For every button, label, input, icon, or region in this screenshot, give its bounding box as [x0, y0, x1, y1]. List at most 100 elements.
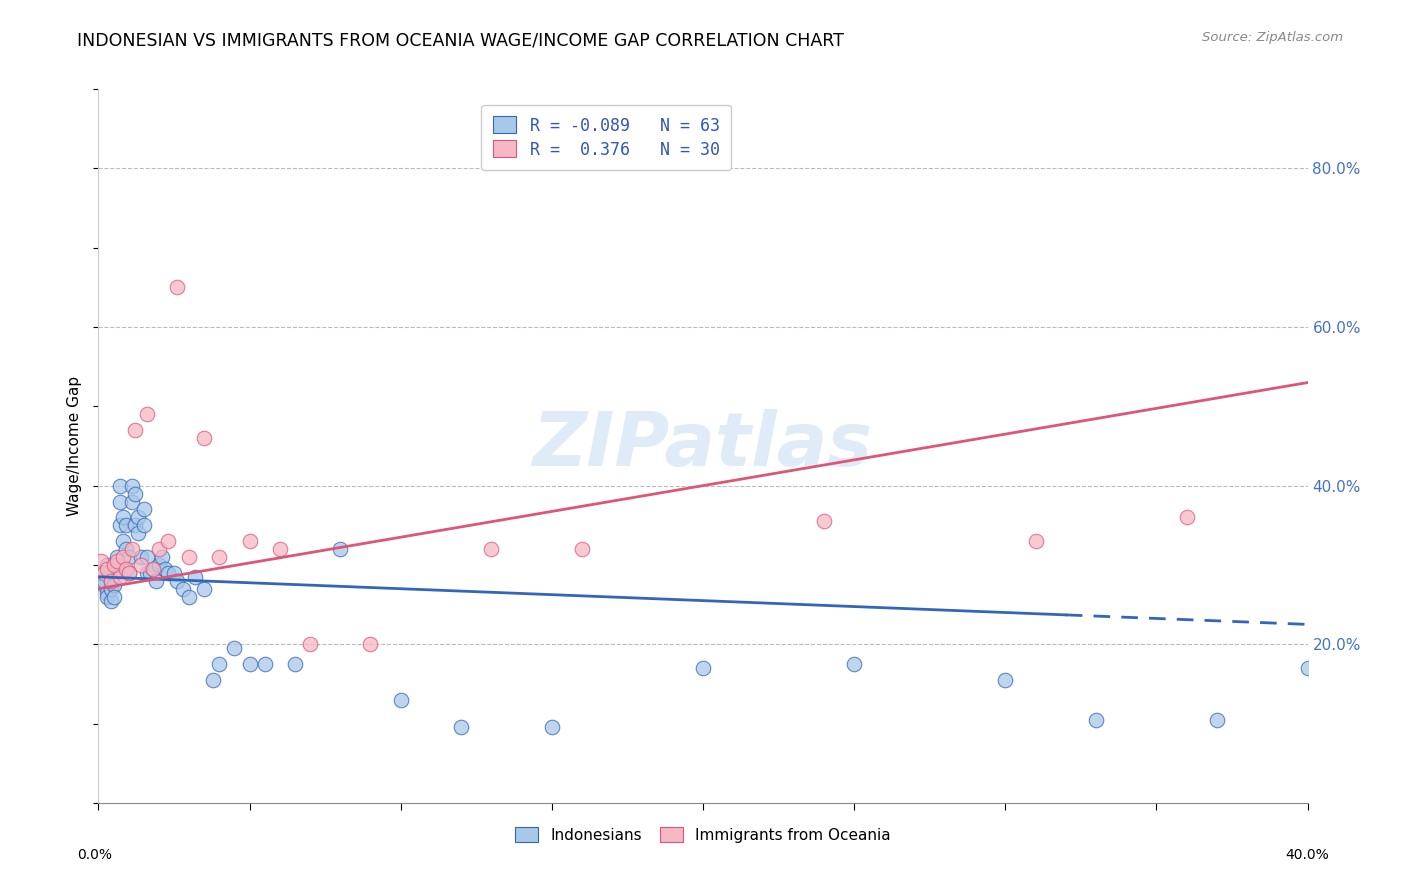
Point	[121, 542, 143, 557]
Text: Source: ZipAtlas.com: Source: ZipAtlas.com	[1202, 31, 1343, 45]
Point	[103, 590, 125, 604]
Point	[103, 566, 125, 580]
Point	[96, 585, 118, 599]
Point	[129, 558, 152, 572]
Point	[93, 578, 115, 592]
Point	[124, 518, 146, 533]
Point	[100, 582, 122, 596]
Point	[269, 542, 291, 557]
Point	[1024, 534, 1046, 549]
Point	[124, 486, 146, 500]
Point	[118, 566, 141, 580]
Point	[166, 280, 188, 294]
Point	[108, 518, 131, 533]
Point	[114, 542, 136, 557]
Point	[179, 549, 201, 564]
Point	[1206, 713, 1229, 727]
Legend: Indonesians, Immigrants from Oceania: Indonesians, Immigrants from Oceania	[509, 821, 897, 848]
Point	[93, 566, 115, 580]
Point	[571, 542, 593, 557]
Point	[135, 566, 157, 580]
Point	[103, 578, 125, 592]
Point	[100, 593, 122, 607]
Point	[111, 510, 134, 524]
Point	[179, 590, 201, 604]
Point	[96, 562, 118, 576]
Point	[172, 582, 194, 596]
Point	[224, 641, 246, 656]
Point	[193, 582, 215, 596]
Text: 0.0%: 0.0%	[77, 847, 112, 862]
Point	[118, 566, 141, 580]
Point	[105, 549, 128, 564]
Point	[118, 549, 141, 564]
Point	[135, 549, 157, 564]
Point	[239, 534, 262, 549]
Point	[124, 423, 146, 437]
Point	[360, 637, 382, 651]
Point	[111, 534, 134, 549]
Point	[100, 574, 122, 588]
Point	[148, 542, 170, 557]
Point	[105, 554, 128, 568]
Point	[132, 518, 155, 533]
Point	[284, 657, 307, 671]
Point	[114, 562, 136, 576]
Point	[108, 494, 131, 508]
Point	[108, 570, 131, 584]
Point	[96, 558, 118, 572]
Point	[93, 574, 115, 588]
Point	[1085, 713, 1108, 727]
Point	[202, 673, 225, 687]
Point	[1175, 510, 1198, 524]
Text: INDONESIAN VS IMMIGRANTS FROM OCEANIA WAGE/INCOME GAP CORRELATION CHART: INDONESIAN VS IMMIGRANTS FROM OCEANIA WA…	[77, 31, 844, 49]
Point	[156, 566, 179, 580]
Point	[208, 657, 231, 671]
Point	[1296, 661, 1319, 675]
Point	[121, 478, 143, 492]
Point	[389, 692, 412, 706]
Point	[540, 721, 562, 735]
Point	[105, 558, 128, 572]
Point	[121, 494, 143, 508]
Point	[329, 542, 352, 557]
Point	[299, 637, 322, 651]
Point	[481, 542, 503, 557]
Point	[139, 566, 162, 580]
Text: ZIPatlas: ZIPatlas	[533, 409, 873, 483]
Point	[96, 590, 118, 604]
Point	[148, 558, 170, 572]
Y-axis label: Wage/Income Gap: Wage/Income Gap	[67, 376, 83, 516]
Point	[156, 534, 179, 549]
Point	[813, 514, 835, 528]
Point	[142, 562, 165, 576]
Point	[132, 502, 155, 516]
Point	[129, 549, 152, 564]
Point	[127, 526, 149, 541]
Point	[994, 673, 1017, 687]
Point	[253, 657, 276, 671]
Point	[114, 518, 136, 533]
Point	[166, 574, 188, 588]
Point	[193, 431, 215, 445]
Point	[153, 562, 176, 576]
Point	[108, 478, 131, 492]
Point	[100, 574, 122, 588]
Point	[103, 558, 125, 572]
Point	[127, 510, 149, 524]
Point	[844, 657, 866, 671]
Point	[145, 574, 167, 588]
Point	[450, 721, 472, 735]
Point	[150, 549, 173, 564]
Point	[208, 549, 231, 564]
Point	[90, 554, 112, 568]
Point	[90, 566, 112, 580]
Point	[184, 570, 207, 584]
Point	[142, 562, 165, 576]
Point	[135, 407, 157, 421]
Text: 40.0%: 40.0%	[1285, 847, 1329, 862]
Point	[239, 657, 262, 671]
Point	[163, 566, 186, 580]
Point	[692, 661, 714, 675]
Point	[111, 549, 134, 564]
